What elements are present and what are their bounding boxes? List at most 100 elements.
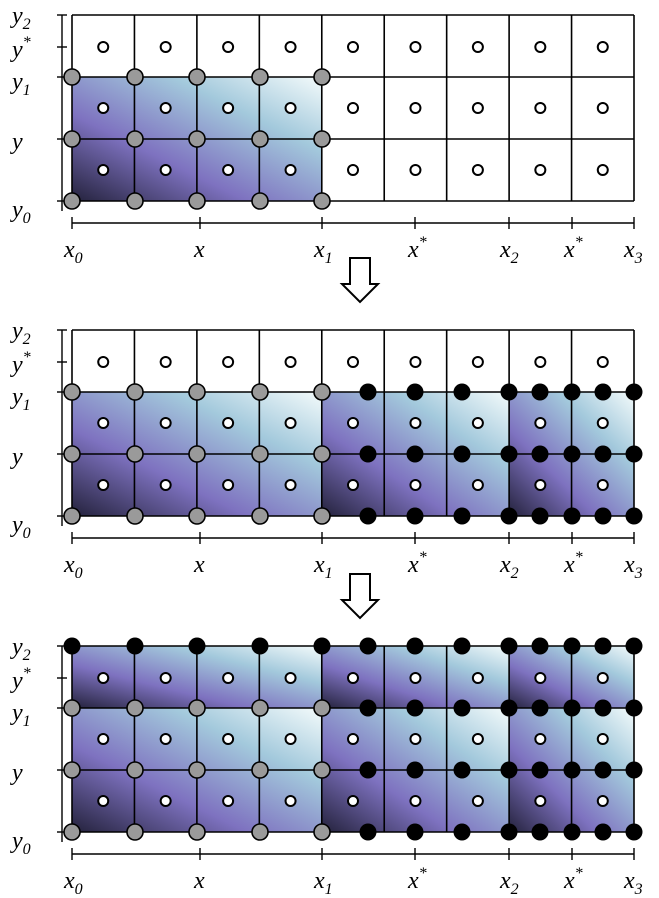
coarse-node	[313, 383, 331, 401]
cell-center-node	[97, 164, 110, 176]
cell-center-node	[596, 417, 609, 429]
x-label-5: x*	[563, 865, 583, 894]
cell-center-node	[284, 479, 297, 491]
cell-center-node	[471, 356, 484, 368]
fine-node	[531, 823, 549, 841]
fine-node	[563, 637, 581, 655]
y-label-4: y0	[10, 828, 31, 858]
cell-center-node	[222, 41, 235, 53]
fine-node	[625, 445, 643, 463]
coarse-node	[126, 823, 144, 841]
cell-center-node	[596, 733, 609, 745]
coarse-node	[313, 130, 331, 148]
fine-node	[251, 637, 269, 655]
coarse-node	[63, 507, 81, 525]
coarse-node	[251, 383, 269, 401]
y-label-3: y	[10, 129, 23, 155]
y-label-1: y*	[10, 665, 31, 694]
cell-center-node	[284, 102, 297, 114]
y-label-4: y0	[10, 197, 31, 227]
cell-center-node	[596, 102, 609, 114]
fine-node	[531, 761, 549, 779]
cell-center-node	[471, 733, 484, 745]
y-label-2: y1	[10, 700, 31, 730]
coarse-node	[251, 445, 269, 463]
x-label-1: x	[193, 237, 205, 263]
cell-center-node	[409, 417, 422, 429]
cell-center-node	[284, 417, 297, 429]
fine-node	[594, 507, 612, 525]
cell-center-node	[471, 479, 484, 491]
x-label-3: x*	[407, 865, 427, 894]
cell-center-node	[409, 479, 422, 491]
coarse-node	[313, 445, 331, 463]
cell-center-node	[347, 164, 359, 176]
cell-center-node	[409, 102, 422, 114]
cell-center-node	[97, 417, 110, 429]
coarse-node	[188, 192, 206, 210]
fine-node	[531, 383, 549, 401]
coarse-node	[126, 699, 144, 717]
coarse-node	[188, 507, 206, 525]
fine-node	[500, 699, 518, 717]
cell-center-node	[596, 795, 609, 807]
fine-node	[188, 637, 206, 655]
down-arrow-icon	[339, 257, 381, 304]
fine-node	[563, 383, 581, 401]
fine-node	[359, 761, 377, 779]
fine-node	[453, 445, 471, 463]
coarse-node	[188, 68, 206, 86]
coarse-node	[188, 445, 206, 463]
cell-center-node	[222, 672, 235, 684]
fine-node	[594, 823, 612, 841]
coarse-node	[251, 699, 269, 717]
x-label-5: x*	[563, 549, 583, 578]
cell-center-node	[471, 41, 484, 53]
coarse-node	[313, 507, 331, 525]
cell-center-node	[284, 164, 297, 176]
cell-center-node	[284, 356, 297, 368]
cell-center-node	[159, 417, 172, 429]
fine-node	[406, 699, 424, 717]
cell-center-node	[534, 672, 547, 684]
x-label-3: x*	[407, 234, 427, 263]
cell-center-node	[159, 164, 172, 176]
fine-node	[625, 507, 643, 525]
cell-center-node	[471, 795, 484, 807]
cell-center-node	[409, 672, 422, 684]
coarse-node	[188, 823, 206, 841]
coarse-node	[63, 68, 81, 86]
x-label-2: x1	[313, 868, 333, 898]
cell-center-node	[596, 479, 609, 491]
cell-center-node	[534, 102, 547, 114]
cell-center-node	[471, 164, 484, 176]
fine-node	[406, 507, 424, 525]
panel-3: y2y* y1 y y0 x0 x x1 x* x2 x* x3	[10, 634, 643, 898]
coarse-node	[251, 130, 269, 148]
cell-center-node	[222, 479, 235, 491]
coarse-node	[126, 445, 144, 463]
fine-node	[500, 507, 518, 525]
coarse-node	[126, 507, 144, 525]
y-label-0: y2	[10, 318, 31, 348]
fine-node	[594, 445, 612, 463]
coarse-node	[313, 68, 331, 86]
x-label-1: x	[193, 552, 205, 578]
coarse-node	[313, 699, 331, 717]
cell-center-node	[347, 479, 359, 491]
cell-center-node	[596, 672, 609, 684]
fine-node	[563, 445, 581, 463]
cell-center-node	[596, 41, 609, 53]
cell-center-node	[222, 795, 235, 807]
x-label-6: x3	[623, 868, 643, 898]
fine-node	[531, 699, 549, 717]
panel-1: y2y* y1 y y0 x0 x x1 x* x2 x* x3	[10, 3, 643, 267]
cell-center-node	[97, 795, 110, 807]
y-label-1: y*	[10, 349, 31, 378]
cell-center-node	[284, 41, 297, 53]
x-label-6: x3	[623, 552, 643, 582]
fine-node	[453, 761, 471, 779]
cell-center-node	[159, 479, 172, 491]
cell-center-node	[159, 356, 172, 368]
coarse-node	[126, 761, 144, 779]
